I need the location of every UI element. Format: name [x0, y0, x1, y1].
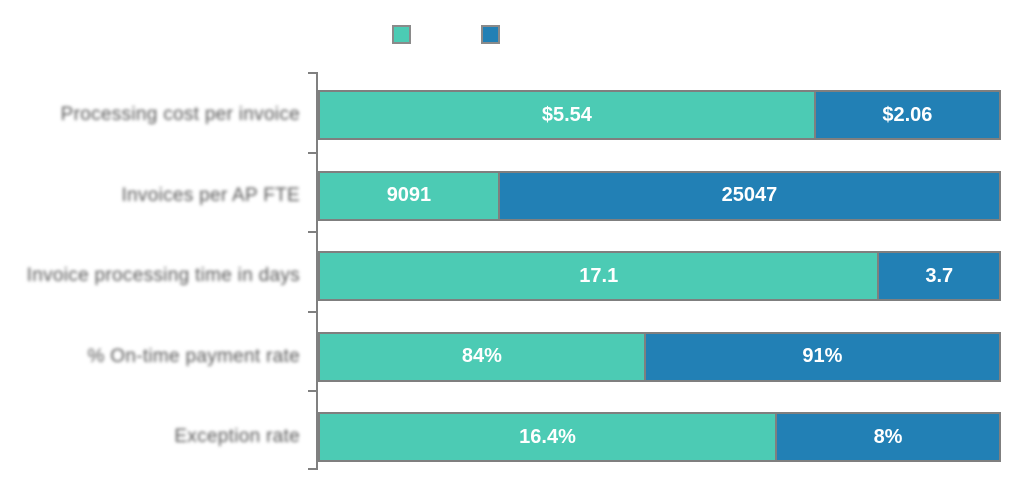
bar-segment-series-2: 25047	[497, 170, 1001, 221]
bar-segment-series-1: 84%	[318, 331, 646, 382]
bar-row: $5.54 $2.06	[318, 90, 1001, 140]
bar-segment-series-2: 91%	[643, 331, 1001, 382]
value-label: 16.4%	[519, 425, 576, 448]
legend-swatch-series-2	[481, 25, 500, 44]
axis-tick	[308, 310, 316, 313]
category-axis-line	[316, 72, 318, 470]
axis-tick	[308, 468, 316, 470]
bar-segment-series-1: 16.4%	[318, 412, 778, 462]
value-label: 17.1	[579, 264, 619, 287]
value-label: 3.7	[925, 264, 954, 287]
value-label: 9091	[386, 184, 432, 206]
axis-tick	[308, 151, 316, 154]
category-label: Invoice processing time in days	[26, 265, 300, 286]
bar-segment-series-2: 3.7	[877, 251, 1001, 301]
axis-tick	[308, 72, 316, 74]
category-label: Invoices per AP FTE	[121, 184, 300, 206]
legend-swatch-series-1	[392, 25, 411, 44]
value-label: 25047	[721, 184, 778, 206]
value-label: $5.54	[541, 103, 592, 126]
value-label: 8%	[873, 425, 903, 448]
bar-row: 9091 25047	[318, 170, 1001, 221]
category-label: Exception rate	[174, 426, 300, 447]
category-label: Processing cost per invoice	[60, 104, 300, 125]
bar-segment-series-1: 9091	[318, 170, 500, 221]
bar-row: 84% 91%	[318, 331, 1001, 382]
bar-segment-series-1: 17.1	[318, 251, 880, 301]
axis-tick	[308, 231, 316, 234]
bar-row: 16.4% 8%	[318, 412, 1001, 462]
value-label: 91%	[802, 345, 843, 367]
value-label: $2.06	[882, 103, 933, 126]
axis-tick	[308, 390, 316, 393]
category-label: % On-time payment rate	[87, 345, 300, 367]
bar-segment-series-2: 8%	[775, 412, 1001, 462]
bar-segment-series-1: $5.54	[318, 90, 816, 140]
bar-segment-series-2: $2.06	[813, 90, 1001, 140]
bar-row: 17.1 3.7	[318, 251, 1001, 301]
value-label: 84%	[461, 345, 502, 367]
